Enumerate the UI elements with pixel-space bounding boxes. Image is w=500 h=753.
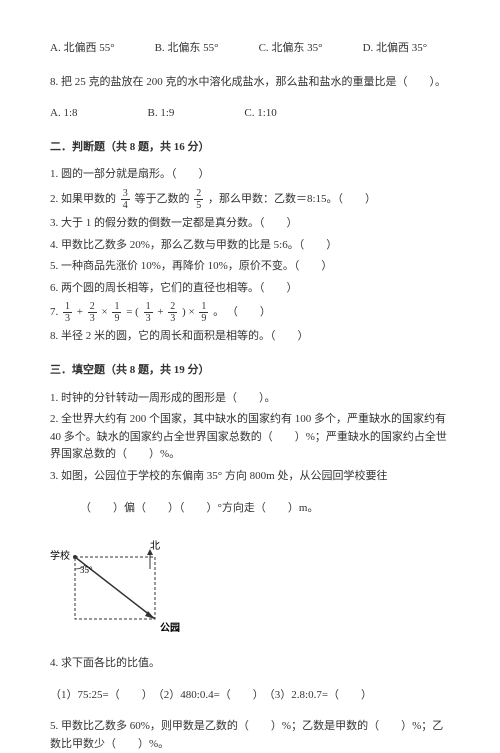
q8-text: 8. 把 25 克的盐放在 200 克的水中溶化成盐水，那么盐和盐水的重量比是（… bbox=[50, 74, 450, 92]
frac-2-5: 25 bbox=[194, 188, 203, 211]
q8-choice-a: A. 1:8 bbox=[50, 105, 78, 123]
label-school: 学校 bbox=[50, 549, 70, 562]
s3-q3a: 3. 如图，公园位于学校的东偏南 35° 方向 800m 处，从公园回学校要往 bbox=[50, 468, 450, 486]
frac-1-3b: 13 bbox=[144, 301, 153, 324]
frac-1-9b: 19 bbox=[199, 301, 208, 324]
s3-q5: 5. 甲数比乙数多 60%，则甲数是乙数的（ ）%；乙数是甲数的（ ）%；乙数比… bbox=[50, 718, 450, 753]
section3-title: 三．填空题（共 8 题，共 19 分） bbox=[50, 362, 450, 380]
label-north: 北 bbox=[150, 540, 160, 552]
frac-2-3a: 23 bbox=[88, 301, 97, 324]
s2-q2-a: 2. 如果甲数的 bbox=[50, 193, 116, 205]
section2-title: 二．判断题（共 8 题，共 16 分） bbox=[50, 139, 450, 157]
s3-q2: 2. 全世界大约有 200 个国家，其中缺水的国家约有 100 多个，严重缺水的… bbox=[50, 411, 450, 464]
q7-choice-d: D. 北偏西 35° bbox=[363, 40, 428, 58]
s2-q6: 6. 两个圆的周长相等，它们的直径也相等。（ ） bbox=[50, 280, 450, 298]
q8-choices: A. 1:8 B. 1:9 C. 1:10 bbox=[50, 105, 450, 123]
s2-q7-blank: （ ） bbox=[227, 306, 271, 318]
s2-q4: 4. 甲数比乙数多 20%，那么乙数与甲数的比是 5:6。（ ） bbox=[50, 237, 450, 255]
s3-q3b: （ ）偏（ ）（ ）°方向走（ ）m。 bbox=[50, 500, 450, 518]
s2-q1: 1. 圆的一部分就是扇形。（ ） bbox=[50, 166, 450, 184]
frac-3-4: 34 bbox=[121, 188, 130, 211]
q7-choice-b: B. 北偏东 55° bbox=[155, 40, 219, 58]
s3-q1: 1. 时钟的分针转动一周形成的图形是（ ）。 bbox=[50, 390, 450, 408]
s2-q2-b: 等于乙数的 bbox=[135, 193, 190, 205]
s2-q3: 3. 大于 1 的假分数的倒数一定都是真分数。（ ） bbox=[50, 215, 450, 233]
s3-q4-items: （1）75:25=（ ） （2）480:0.4=（ ） （3）2.8:0.7=（… bbox=[50, 687, 450, 705]
q7-choices: A. 北偏西 55° B. 北偏东 55° C. 北偏东 35° D. 北偏西 … bbox=[50, 40, 450, 58]
q7-choice-a: A. 北偏西 55° bbox=[50, 40, 115, 58]
label-park: 公园 bbox=[160, 622, 180, 634]
direction-diagram: 学校 北 公园 35° bbox=[50, 539, 200, 639]
s2-q5: 5. 一种商品先涨价 10%，再降价 10%，原价不变。（ ） bbox=[50, 258, 450, 276]
frac-1-9a: 19 bbox=[112, 301, 121, 324]
q8-choice-c: C. 1:10 bbox=[244, 105, 276, 123]
q7-choice-c: C. 北偏东 35° bbox=[259, 40, 323, 58]
school-point bbox=[73, 555, 77, 559]
s2-q7-label: 7. bbox=[50, 306, 58, 318]
frac-2-3b: 23 bbox=[168, 301, 177, 324]
s2-q2: 2. 如果甲数的 34 等于乙数的 25 ，那么甲数：乙数＝8:15。（ ） bbox=[50, 188, 450, 211]
q8-choice-b: B. 1:9 bbox=[148, 105, 175, 123]
s2-q2-c: ，那么甲数：乙数＝8:15。（ ） bbox=[208, 193, 376, 205]
s2-q7: 7. 13 + 23 × 19 = ( 13 + 23 ) × 19 。 （ ） bbox=[50, 301, 450, 324]
frac-1-3a: 13 bbox=[63, 301, 72, 324]
s3-q4-title: 4. 求下面各比的比值。 bbox=[50, 655, 450, 673]
angle-label: 35° bbox=[80, 565, 93, 575]
s2-q8: 8. 半径 2 米的圆，它的周长和面积是相等的。（ ） bbox=[50, 328, 450, 346]
